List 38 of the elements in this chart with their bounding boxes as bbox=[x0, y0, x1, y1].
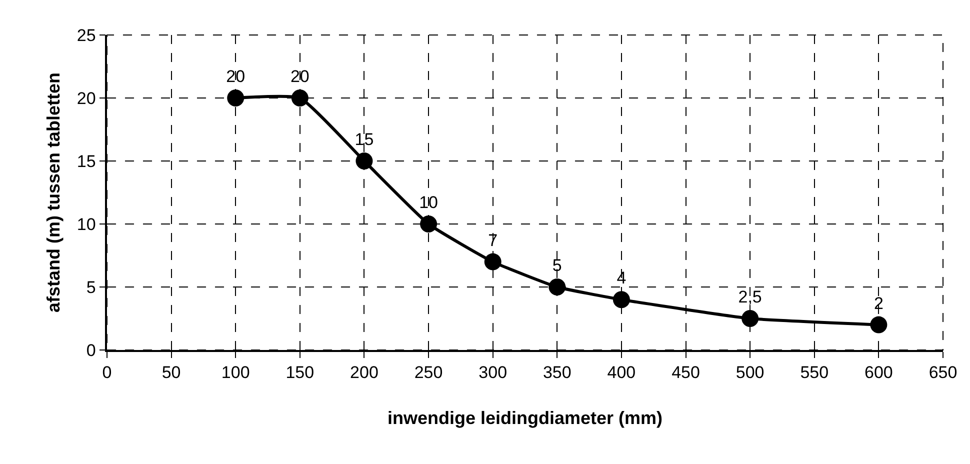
data-label: 2 bbox=[874, 294, 884, 313]
y-axis-title: afstand (m) tussen tabletten bbox=[44, 72, 64, 313]
point bbox=[742, 310, 759, 327]
x-axis-title: inwendige leidingdiameter (mm) bbox=[387, 408, 663, 428]
x-tick-label: 250 bbox=[414, 363, 443, 382]
x-tick-label: 400 bbox=[607, 363, 636, 382]
point bbox=[420, 216, 438, 232]
x-tick-label: 350 bbox=[542, 363, 572, 382]
x-tick-label: 600 bbox=[864, 363, 893, 382]
y-tick-label: 15 bbox=[76, 152, 96, 171]
x-tick-label: 550 bbox=[800, 363, 829, 382]
point bbox=[356, 152, 373, 170]
point bbox=[612, 291, 630, 308]
x-tick-label: 100 bbox=[221, 363, 250, 382]
y-tick-label: 25 bbox=[76, 26, 96, 45]
data-label: 20 bbox=[226, 67, 246, 86]
point bbox=[227, 90, 244, 106]
data-label: 2,5 bbox=[738, 288, 762, 307]
x-tick-label: 450 bbox=[672, 363, 700, 382]
x-tick-label: 200 bbox=[350, 363, 378, 382]
x-tick-label: 300 bbox=[478, 363, 508, 382]
point bbox=[870, 316, 888, 334]
x-tick-label: 50 bbox=[162, 363, 181, 382]
y-tick-label: 10 bbox=[76, 214, 96, 234]
data-label: 10 bbox=[419, 193, 438, 212]
y-tick-label: 5 bbox=[86, 278, 96, 297]
point bbox=[484, 253, 502, 270]
y-tick-label: 0 bbox=[86, 340, 96, 360]
y-tick-label: 20 bbox=[76, 88, 96, 108]
data-label: 5 bbox=[552, 256, 562, 276]
data-label: 20 bbox=[290, 67, 310, 86]
point bbox=[291, 90, 308, 106]
x-tick-label: 0 bbox=[102, 363, 112, 382]
data-label: 15 bbox=[354, 130, 374, 150]
x-tick-label: 150 bbox=[286, 363, 314, 382]
x-tick-label: 650 bbox=[928, 363, 958, 382]
x-tick-label: 500 bbox=[736, 363, 764, 382]
point bbox=[548, 278, 566, 296]
